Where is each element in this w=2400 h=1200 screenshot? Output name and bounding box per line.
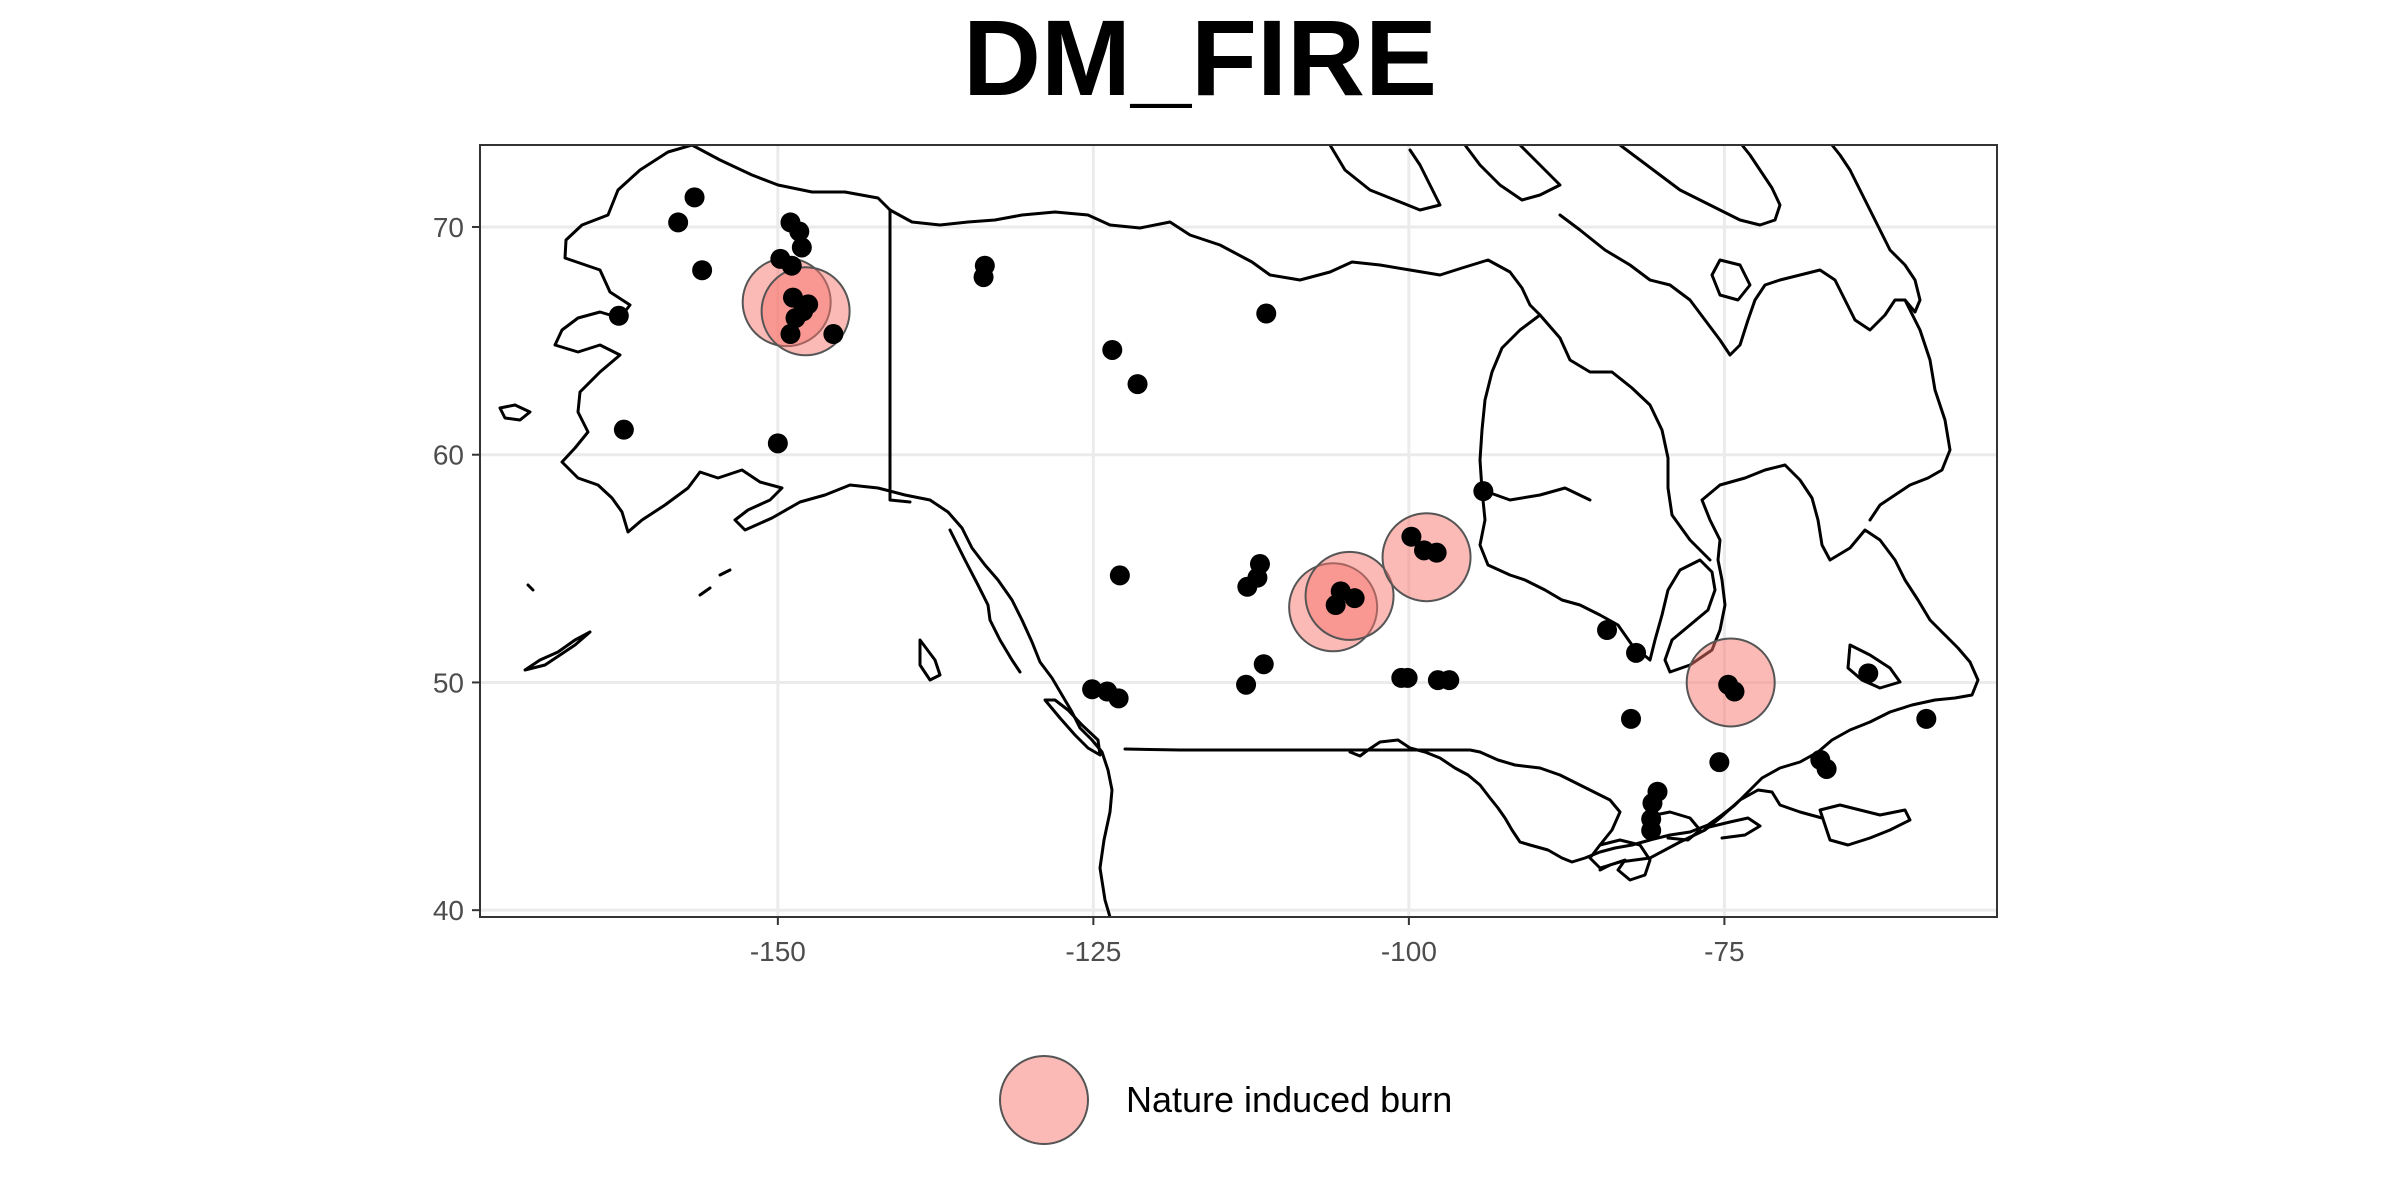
fire-point [1642,793,1663,814]
axes: -150 -125 -100 -75 40 50 60 70 [433,212,1745,967]
aleutian-islands [498,403,732,672]
legend-label-nature-induced-burn: Nature induced burn [1126,1079,1452,1120]
fire-point [692,260,713,281]
newfoundland [1846,643,1902,690]
x-tick-label: -75 [1704,936,1744,967]
fire-point [767,433,788,454]
x-tick-label: -100 [1381,936,1437,967]
fire-point [1621,708,1642,729]
fire-point [1108,688,1129,709]
fire-point [780,324,801,345]
fire-point [1597,620,1618,641]
border-us-canada-east [1478,750,1824,870]
fire-point [1102,339,1123,360]
fire-point [782,287,803,308]
y-tick-label: 40 [433,895,464,926]
fire-point [1253,654,1274,675]
fire-point [1816,758,1837,779]
nova-scotia [1818,803,1912,847]
fire-point [785,308,806,329]
plot-panel-border [479,144,1998,918]
fire-point [781,255,802,276]
plot-panel-background [480,145,1997,917]
baffin-coast [1868,298,1952,522]
pacific-islands [918,528,1102,757]
border-alaska-canada [888,208,912,504]
fire-point [1082,679,1103,700]
fire-point [1439,670,1460,691]
border-us-canada-48 [1123,747,1482,754]
legend-swatch-nature-induced-burn [999,1055,1089,1145]
hudson-bay [1480,313,1712,562]
fire-point [1724,681,1745,702]
arctic-islands [1328,145,1922,357]
chart-title: DM_FIRE [963,0,1437,118]
fire-point [1236,674,1257,695]
y-tick-label: 60 [433,440,464,471]
fire-point [1256,303,1277,324]
coastline-arctic [690,145,1980,864]
great-lakes [1598,810,1762,882]
fire-point [1473,481,1494,502]
y-tick-label: 50 [433,667,464,698]
x-tick-label: -125 [1065,936,1121,967]
fire-point [613,419,634,440]
fire-point [1401,526,1422,547]
fire-point [789,221,810,242]
fire-point [973,267,994,288]
fire-point [668,212,689,233]
fire-point [1237,576,1258,597]
fire-point [1127,374,1148,395]
y-tick-label: 70 [433,212,464,243]
fire-point [1709,752,1730,773]
fire-point [1325,595,1346,616]
fire-point [684,187,705,208]
fire-point [1109,565,1130,586]
fire-point [1626,642,1647,663]
fire-point [1344,588,1365,609]
fire-point [1397,667,1418,688]
fire-points [608,187,1937,841]
x-tick-label: -150 [750,936,806,967]
fire-point [823,324,844,345]
coastline-north-america [553,145,1114,917]
fire-point [1641,820,1662,841]
fire-point [608,305,629,326]
fire-point [791,237,812,258]
legend: Nature induced burn [999,1055,1452,1145]
fire-point [1916,708,1937,729]
coastline-map [498,145,1980,917]
fire-point [1858,663,1879,684]
fire-point [1426,542,1447,563]
